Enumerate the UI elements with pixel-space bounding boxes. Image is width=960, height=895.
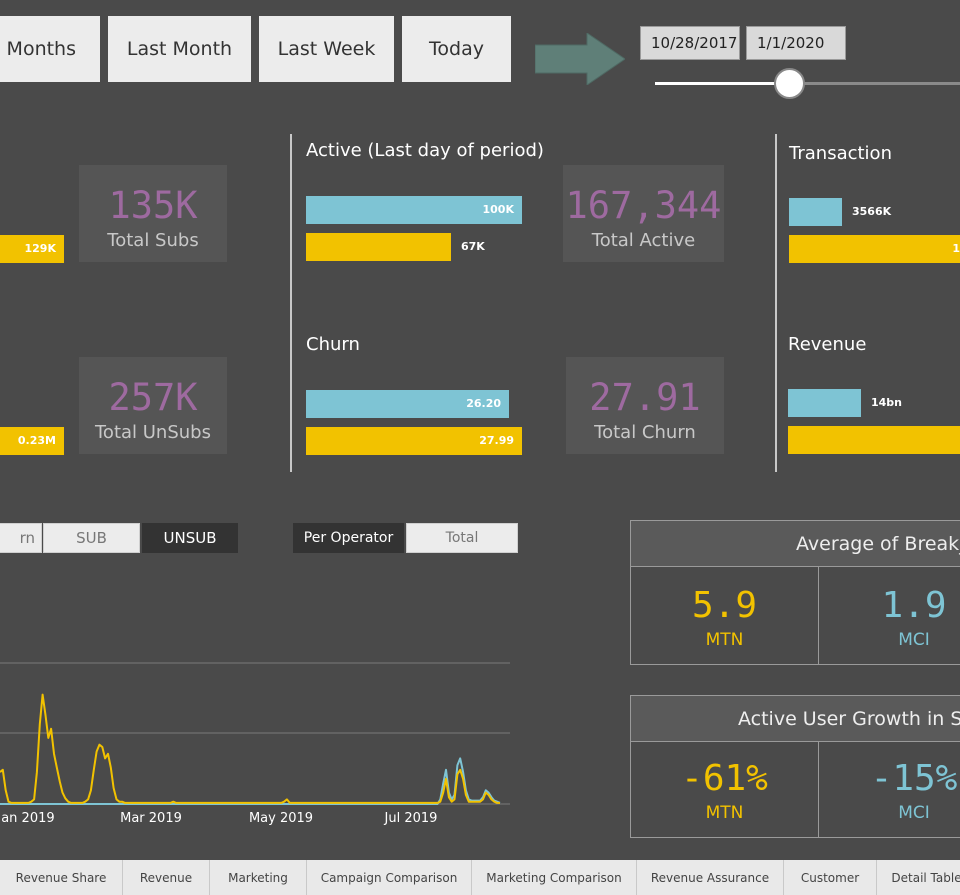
revenue-blue-bar-label: 14bn	[871, 396, 903, 409]
date-slider-handle[interactable]	[774, 68, 805, 99]
active-growth-panel: Active User Growth in Selec -61% MTN -15…	[630, 695, 960, 838]
active-yellow-bar-label: 67K	[461, 240, 485, 253]
period-button-last-week[interactable]: Last Week	[259, 16, 394, 82]
churn-title: Churn	[306, 334, 360, 355]
tab-marketing-comparison[interactable]: Marketing Comparison	[472, 860, 637, 895]
transaction-title: Transaction	[789, 143, 892, 164]
x-tick-label: Jan 2019	[0, 811, 55, 826]
active-blue-bar: 100K	[306, 196, 522, 224]
right-arrow-icon	[535, 33, 625, 85]
toggle-total[interactable]: Total	[406, 523, 518, 553]
active-growth-mtn-label: MTN	[705, 803, 744, 823]
unsubs-yellow-bar: 0.23M	[0, 427, 64, 455]
total-churn-label: Total Churn	[594, 422, 696, 443]
page-tab-bar: Revenue Share Revenue Marketing Campaign…	[0, 860, 960, 895]
tab-revenue-share[interactable]: Revenue Share	[0, 860, 123, 895]
total-unsubs-card: 257K Total UnSubs	[79, 357, 227, 454]
break-even-mtn-cell: 5.9 MTN	[631, 567, 819, 664]
total-churn-value: 27.91	[589, 376, 701, 419]
total-subs-value: 135K	[108, 184, 198, 227]
tab-revenue-assurance[interactable]: Revenue Assurance	[637, 860, 784, 895]
break-even-mci-cell: 1.9 MCI	[819, 567, 960, 664]
break-even-mci-value: 1.9	[881, 585, 947, 626]
x-tick-label: Mar 2019	[120, 811, 182, 826]
break-even-panel: Average of Break_ev 5.9 MTN 1.9 MCI	[630, 520, 960, 665]
total-unsubs-label: Total UnSubs	[95, 422, 211, 443]
date-start-input[interactable]: 10/28/2017	[640, 26, 740, 60]
date-end-input[interactable]: 1/1/2020	[746, 26, 846, 60]
tab-revenue[interactable]: Revenue	[123, 860, 210, 895]
date-slider-track-filled[interactable]	[655, 82, 790, 85]
break-even-mtn-label: MTN	[705, 630, 744, 650]
tab-customer[interactable]: Customer	[784, 860, 877, 895]
total-active-value: 167,344	[565, 184, 722, 227]
divider-right	[775, 134, 777, 472]
total-active-label: Total Active	[591, 230, 696, 251]
toggle-per-operator[interactable]: Per Operator	[293, 523, 404, 553]
transaction-yellow-bar-label: 1	[952, 242, 960, 255]
period-button-today[interactable]: Today	[402, 16, 511, 82]
transaction-yellow-bar: 1	[789, 235, 960, 263]
period-button-3-months[interactable]: 3 Months	[0, 16, 100, 82]
series-line-mtn	[0, 693, 500, 804]
break-even-mci-label: MCI	[898, 630, 930, 650]
transaction-blue-bar-label: 3566K	[852, 205, 892, 218]
toggle-sub[interactable]: SUB	[43, 523, 140, 553]
tab-marketing[interactable]: Marketing	[210, 860, 307, 895]
x-tick-label: Jul 2019	[384, 811, 438, 826]
date-slider-track[interactable]	[790, 82, 960, 85]
churn-yellow-bar-label: 27.99	[479, 434, 514, 447]
toggle-churn[interactable]: rn	[0, 523, 42, 553]
revenue-title: Revenue	[788, 334, 867, 355]
active-growth-mtn-cell: -61% MTN	[631, 742, 819, 837]
active-blue-bar-label: 100K	[482, 203, 515, 216]
tab-campaign-comparison[interactable]: Campaign Comparison	[307, 860, 472, 895]
active-yellow-bar	[306, 233, 451, 261]
active-growth-mci-label: MCI	[898, 803, 930, 823]
revenue-blue-bar	[788, 389, 861, 417]
total-active-card: 167,344 Total Active	[563, 165, 724, 262]
active-growth-mci-cell: -15% MCI	[819, 742, 960, 837]
active-growth-title: Active User Growth in Selec	[631, 696, 960, 742]
total-unsubs-value: 257K	[108, 376, 198, 419]
series-line-mci	[0, 757, 501, 805]
churn-yellow-bar: 27.99	[306, 427, 522, 455]
unsubs-yellow-bar-label: 0.23M	[17, 434, 56, 447]
divider-left	[290, 134, 292, 472]
subs-yellow-bar: 129K	[0, 235, 64, 263]
period-button-last-month[interactable]: Last Month	[108, 16, 251, 82]
total-churn-card: 27.91 Total Churn	[566, 357, 724, 454]
x-tick-label: May 2019	[249, 811, 313, 826]
tab-detail-table[interactable]: Detail Table	[877, 860, 960, 895]
break-even-mtn-value: 5.9	[691, 585, 758, 626]
subscription-line-chart: Jan 2019 Mar 2019 May 2019 Jul 2019	[0, 662, 510, 826]
break-even-title: Average of Break_ev	[631, 521, 960, 567]
active-growth-mci-value: -15%	[870, 758, 958, 799]
subs-yellow-bar-label: 129K	[24, 242, 57, 255]
total-subs-card: 135K Total Subs	[79, 165, 227, 262]
active-title: Active (Last day of period)	[306, 140, 544, 161]
active-growth-mtn-value: -61%	[681, 758, 768, 799]
total-subs-label: Total Subs	[107, 230, 199, 251]
revenue-yellow-bar	[788, 426, 960, 454]
churn-blue-bar-label: 26.20	[466, 397, 501, 410]
churn-blue-bar: 26.20	[306, 390, 509, 418]
transaction-blue-bar	[789, 198, 842, 226]
toggle-unsub[interactable]: UNSUB	[142, 523, 238, 553]
